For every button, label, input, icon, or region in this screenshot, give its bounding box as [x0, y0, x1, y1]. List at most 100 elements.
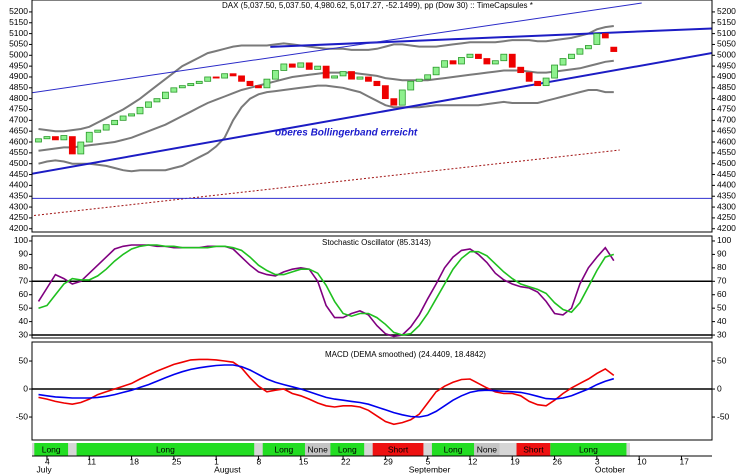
y-tick-label: 50 [19, 355, 29, 365]
y-tick-label: 5200 [9, 6, 28, 16]
y-tick-label: 4900 [717, 71, 736, 81]
y-tick-label: 5150 [717, 17, 736, 27]
x-tick-label: 22 [341, 456, 351, 466]
indicator-line [38, 364, 615, 418]
x-tick-label: 15 [299, 456, 309, 466]
x-tick-label: 11 [87, 456, 96, 466]
y-tick-label: 5000 [9, 50, 28, 60]
y-tick-label: 4300 [9, 201, 28, 211]
candle [424, 74, 432, 80]
candle [449, 60, 457, 65]
candle [128, 113, 135, 117]
y-tick-label: 40 [19, 316, 29, 326]
signal-label: Short [523, 444, 544, 454]
candle [348, 71, 355, 80]
y-tick-label: 4500 [717, 158, 736, 168]
signal-label: Long [274, 444, 293, 454]
y-tick-label: 4800 [717, 93, 736, 103]
candle [415, 78, 423, 82]
candle [339, 71, 347, 77]
y-tick-label: 4850 [9, 82, 28, 92]
candle [559, 58, 567, 66]
candle [68, 136, 76, 155]
y-tick-label: 90 [19, 249, 29, 259]
candle [441, 60, 448, 68]
candle [356, 76, 364, 80]
y-tick-label: 5100 [717, 28, 736, 38]
x-tick-label: 12 [468, 456, 478, 466]
y-tick-label: 4200 [717, 223, 736, 233]
y-tick-label: 90 [717, 249, 727, 259]
candle [585, 45, 592, 50]
y-tick-label: 4450 [717, 169, 736, 179]
y-tick-label: -50 [16, 411, 29, 421]
y-tick-label: 4600 [717, 136, 736, 146]
month-label: July [37, 464, 53, 474]
panel-frame [31, 341, 713, 441]
signal-segment [262, 443, 305, 456]
trend-line [270, 27, 712, 48]
candle [458, 57, 465, 65]
candle [542, 77, 550, 87]
x-tick-label: 1 [214, 456, 219, 466]
y-tick-label: 4400 [717, 180, 736, 190]
y-tick-label: -50 [717, 411, 730, 421]
y-tick-label: 4200 [9, 223, 28, 233]
candle [212, 76, 220, 79]
candle [85, 131, 93, 143]
month-label: October [595, 464, 625, 474]
candle [432, 66, 440, 76]
bollinger-band [38, 84, 614, 173]
y-tick-label: 4350 [9, 190, 28, 200]
y-tick-label: 60 [717, 289, 727, 299]
candle [568, 53, 575, 59]
signal-segment [76, 443, 255, 456]
candle [322, 65, 330, 79]
y-tick-label: 40 [717, 316, 727, 326]
candle [551, 64, 558, 79]
candle [195, 80, 203, 84]
y-tick-label: 4400 [9, 180, 28, 190]
y-tick-label: 4950 [717, 60, 736, 70]
y-tick-label: 5000 [717, 50, 736, 60]
x-tick-label: 17 [679, 456, 689, 466]
y-tick-label: 5050 [9, 39, 28, 49]
candle [221, 73, 229, 79]
x-tick-label: 4 [45, 456, 50, 466]
candle [52, 136, 59, 141]
signal-segment [372, 443, 424, 456]
y-tick-label: 4700 [717, 115, 736, 125]
candle [204, 76, 212, 82]
trend-line [32, 52, 712, 175]
y-tick-label: 4800 [9, 93, 28, 103]
y-tick-label: 60 [19, 289, 29, 299]
x-tick-label: 8 [256, 456, 261, 466]
x-tick-label: 10 [637, 456, 647, 466]
signal-label: Long [42, 444, 61, 454]
y-tick-label: 4550 [9, 147, 28, 157]
y-tick-label: 50 [19, 302, 29, 312]
x-tick-label: 19 [510, 456, 520, 466]
candle [271, 70, 279, 80]
candle [288, 63, 296, 68]
candle [263, 78, 271, 89]
y-tick-label: 70 [717, 276, 727, 286]
candle [491, 60, 499, 65]
candle [601, 33, 609, 39]
candle [390, 98, 398, 106]
signal-label: Long [579, 444, 598, 454]
y-tick-label: 4550 [717, 147, 736, 157]
x-tick-label: 26 [553, 456, 563, 466]
y-tick-label: 4600 [9, 136, 28, 146]
stochastic-title: Stochastic Oscillator (85.3143) [322, 238, 431, 247]
y-tick-label: 4350 [717, 190, 736, 200]
candle [255, 85, 262, 89]
signal-label: None [477, 444, 498, 454]
plot-area [32, 244, 712, 338]
candle [170, 87, 178, 93]
candle [373, 80, 381, 87]
candle [77, 141, 85, 155]
signal-label: Short [388, 444, 409, 454]
signal-segment [431, 443, 475, 456]
